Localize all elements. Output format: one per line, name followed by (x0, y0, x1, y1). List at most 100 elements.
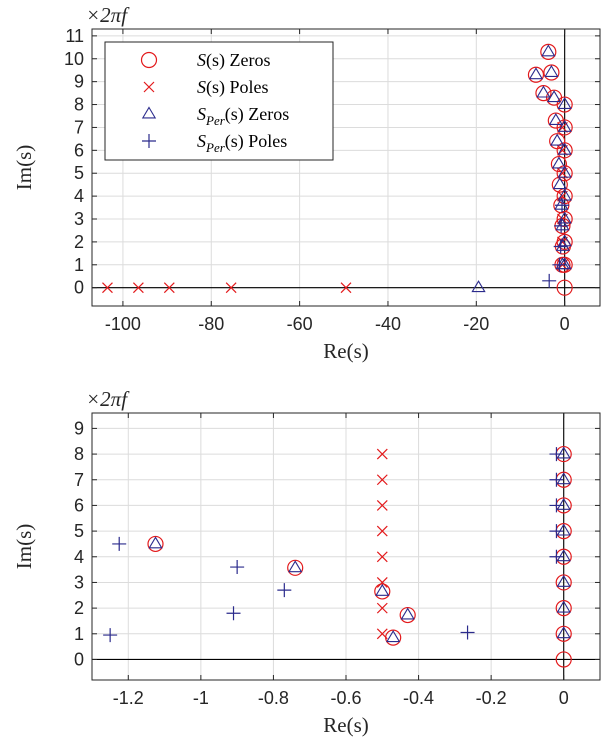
x-tick-label: -100 (105, 314, 141, 334)
plot-bottom: -1.2 -1 -0.8 -0.6 -0.4 -0.2 0 0 1 2 3 4 5 6 7 8 9×2πf Re(… (12, 387, 601, 737)
legend-marker-plus (142, 134, 156, 148)
legend-entry-label: SPer(s) Zeros (197, 104, 289, 128)
point-plus (549, 447, 564, 462)
y-tick-label: 5 (74, 163, 84, 183)
x-tick-label: -80 (198, 314, 224, 334)
point-plus (549, 549, 564, 564)
legend-entry-label: S(s) Poles (197, 77, 269, 98)
point-plus (226, 606, 241, 621)
x-tick-label: -0.2 (476, 688, 507, 708)
axes-frame (91, 28, 601, 307)
point-triangle (288, 560, 303, 573)
point-triangle (556, 549, 571, 562)
point-plus (112, 536, 127, 551)
y-tick-label: 3 (74, 209, 84, 229)
point-plus (549, 472, 564, 487)
y-tick-label: 7 (74, 470, 84, 490)
point-plus (542, 273, 557, 288)
point-triangle (556, 472, 571, 485)
y-tick-label: 9 (74, 418, 84, 438)
x-axis-label: Re(s) (323, 713, 369, 737)
legend: S(s) Zeros S(s) Poles SPer(s) Zeros SPer(s)… (104, 41, 334, 161)
y-tick-label: 2 (74, 598, 84, 618)
y-tick-label: 10 (64, 49, 84, 69)
x-tick-label: -1.2 (113, 688, 144, 708)
legend-entry-label: SPer(s) Poles (197, 131, 287, 155)
point-triangle (557, 234, 572, 247)
point-triangle (541, 44, 556, 57)
point-x (376, 602, 388, 614)
axes-frame (91, 412, 601, 681)
point-x (225, 282, 237, 294)
point-triangle (546, 90, 562, 103)
legend-entry-label: S(s) Zeros (197, 50, 270, 71)
point-plus (230, 560, 245, 575)
x-tick-label: -0.6 (330, 688, 361, 708)
point-triangle (550, 133, 565, 146)
legend-marker-triangle (141, 106, 157, 119)
point-triangle (554, 197, 569, 210)
point-plus (553, 239, 568, 254)
point-triangle (557, 188, 572, 201)
point-triangle (386, 630, 401, 643)
y-tick-label: 2 (74, 232, 84, 252)
point-x (132, 282, 144, 294)
y-tick-label: 0 (74, 649, 84, 669)
y-tick-label: 4 (74, 547, 84, 567)
point-plus (549, 524, 564, 539)
point-x (376, 628, 388, 640)
point-triangle (556, 523, 571, 536)
y-tick-label: 11 (65, 26, 84, 46)
y-axis-label: Im(s) (12, 524, 36, 570)
y-tick-label: 6 (74, 140, 84, 160)
x-tick-label: -60 (287, 314, 313, 334)
point-triangle (556, 626, 571, 639)
point-triangle (375, 583, 390, 596)
plot-top: -100 -80 -60 -40 -20 0 0 1 2 3 4 5 6 78 9 10 11×2πf Re(s)… (12, 3, 601, 363)
data-marks (103, 445, 572, 668)
point-triangle (555, 218, 570, 231)
point-triangle (544, 64, 559, 77)
point-x (376, 551, 388, 563)
point-triangle (555, 238, 571, 251)
point-circle (543, 64, 560, 81)
point-x (376, 448, 388, 460)
point-plus (555, 198, 570, 213)
point-triangle (548, 112, 563, 126)
x-tick-label: -1 (193, 688, 209, 708)
y-tick-label: 8 (74, 444, 84, 464)
y-tick-label: 1 (74, 255, 84, 275)
legend-marker-circle (140, 51, 158, 69)
y-tick-label: 1 (74, 624, 84, 644)
point-plus (460, 625, 475, 640)
point-x (376, 525, 388, 537)
point-circle (385, 629, 402, 646)
point-circle (147, 535, 164, 553)
point-triangle (552, 177, 567, 190)
x-tick-label: -0.8 (258, 688, 289, 708)
point-x (163, 282, 175, 294)
y-tick-label: 4 (74, 186, 84, 206)
point-triangle (557, 165, 572, 178)
x-tick-label: 0 (560, 314, 570, 334)
point-triangle (556, 446, 571, 459)
point-triangle (557, 142, 572, 155)
point-circle (374, 583, 391, 600)
point-triangle (556, 574, 571, 587)
point-triangle (556, 600, 571, 613)
x-tick-label: -40 (375, 314, 401, 334)
point-circle (540, 43, 557, 60)
point-plus (103, 628, 118, 643)
y-tick-label: 0 (74, 278, 84, 298)
point-x (376, 474, 388, 486)
point-x (376, 577, 388, 588)
point-triangle (551, 156, 567, 169)
y-tick-label: 3 (74, 572, 84, 592)
point-circle (556, 279, 573, 296)
data-marks (102, 43, 573, 296)
point-plus (554, 218, 569, 233)
y-axis-label: Im(s) (12, 145, 36, 191)
x-tick-label: -20 (463, 314, 489, 334)
point-x (340, 282, 352, 294)
